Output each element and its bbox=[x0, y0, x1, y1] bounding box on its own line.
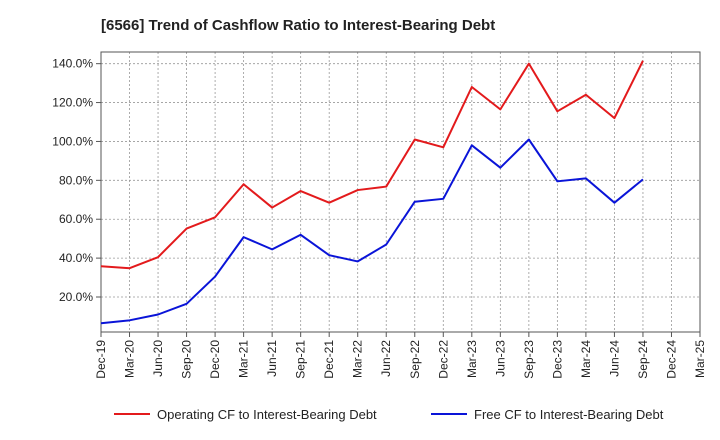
series-lines bbox=[100, 60, 644, 325]
y-tick-label: 20.0% bbox=[59, 290, 93, 304]
x-tick-label: Mar-24 bbox=[579, 340, 593, 378]
x-tick-label: Jun-21 bbox=[265, 340, 279, 377]
x-tick-label: Mar-20 bbox=[123, 340, 137, 378]
x-tick-label: Sep-24 bbox=[636, 340, 650, 379]
y-tick-label: 40.0% bbox=[59, 251, 93, 265]
x-axis-ticks: Dec-19 Mar-20 Jun-20 Sep-20 Dec-20 Mar-21 Jun-… bbox=[94, 332, 707, 379]
x-tick-label: Jun-24 bbox=[607, 340, 621, 377]
legend-label-free-cf: Free CF to Interest-Bearing Debt bbox=[474, 407, 664, 422]
y-tick-label: 120.0% bbox=[52, 96, 93, 110]
legend: Operating CF to Interest-Bearing Debt Fr… bbox=[114, 407, 664, 422]
x-tick-label: Dec-22 bbox=[436, 340, 450, 379]
plot-area bbox=[100, 51, 701, 333]
x-tick-label: Mar-25 bbox=[693, 340, 707, 378]
x-tick-label: Mar-21 bbox=[237, 340, 251, 378]
x-tick-label: Mar-23 bbox=[465, 340, 479, 378]
x-tick-label: Dec-23 bbox=[550, 340, 564, 379]
series-line-free-cf bbox=[100, 138, 644, 325]
x-tick-label: Dec-19 bbox=[94, 340, 108, 379]
x-tick-label: Sep-20 bbox=[180, 340, 194, 379]
x-tick-label: Sep-21 bbox=[294, 340, 308, 379]
x-tick-label: Jun-20 bbox=[151, 340, 165, 377]
y-tick-label: 80.0% bbox=[59, 173, 93, 187]
x-tick-label: Sep-22 bbox=[408, 340, 422, 379]
x-tick-label: Jun-23 bbox=[493, 340, 507, 377]
chart-title: [6566] Trend of Cashflow Ratio to Intere… bbox=[101, 17, 495, 34]
x-tick-label: Dec-24 bbox=[664, 340, 678, 379]
x-tick-label: Dec-20 bbox=[208, 340, 222, 379]
grid bbox=[101, 52, 700, 332]
y-tick-label: 100.0% bbox=[52, 134, 93, 148]
y-tick-label: 60.0% bbox=[59, 212, 93, 226]
y-axis-ticks: 20.0% 40.0% 60.0% 80.0% 100.0% 120.0% 140.0% bbox=[52, 57, 101, 304]
x-tick-label: Mar-22 bbox=[351, 340, 365, 378]
series-line-operating-cf bbox=[100, 60, 644, 270]
y-tick-label: 140.0% bbox=[52, 57, 93, 71]
x-tick-label: Jun-22 bbox=[379, 340, 393, 377]
x-tick-label: Dec-21 bbox=[322, 340, 336, 379]
legend-label-operating-cf: Operating CF to Interest-Bearing Debt bbox=[157, 407, 377, 422]
x-tick-label: Sep-23 bbox=[522, 340, 536, 379]
